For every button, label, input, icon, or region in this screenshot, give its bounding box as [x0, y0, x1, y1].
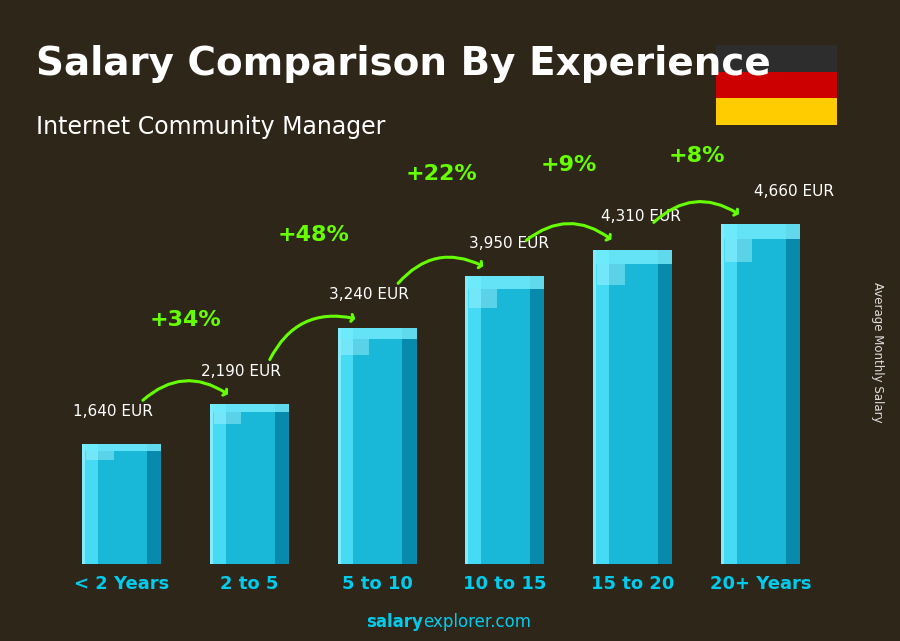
Text: Salary Comparison By Experience: Salary Comparison By Experience: [36, 45, 770, 83]
Text: 4,660 EUR: 4,660 EUR: [754, 184, 834, 199]
Bar: [210, 404, 226, 564]
Bar: [530, 276, 544, 564]
Bar: [341, 338, 369, 355]
Bar: [465, 276, 482, 564]
Bar: [465, 276, 468, 564]
Bar: [469, 289, 497, 308]
Text: 1,640 EUR: 1,640 EUR: [73, 404, 153, 419]
Text: +9%: +9%: [541, 155, 597, 175]
Bar: [82, 444, 161, 451]
Text: +34%: +34%: [149, 310, 221, 329]
Text: salary: salary: [366, 613, 423, 631]
Bar: [338, 328, 417, 338]
Text: +8%: +8%: [668, 147, 724, 167]
Bar: [716, 98, 837, 125]
Bar: [82, 444, 86, 564]
Text: 2,190 EUR: 2,190 EUR: [201, 364, 281, 379]
Bar: [593, 250, 672, 564]
Bar: [658, 250, 672, 564]
Bar: [716, 45, 837, 72]
Bar: [721, 224, 724, 564]
Text: 4,310 EUR: 4,310 EUR: [600, 210, 680, 224]
Bar: [86, 451, 113, 460]
Text: +22%: +22%: [405, 165, 477, 185]
Bar: [721, 224, 800, 239]
Bar: [786, 224, 800, 564]
Bar: [724, 239, 752, 262]
Bar: [402, 328, 417, 564]
Text: +48%: +48%: [277, 225, 349, 245]
Bar: [274, 404, 289, 564]
Text: 3,240 EUR: 3,240 EUR: [328, 287, 409, 303]
Bar: [338, 328, 341, 564]
Bar: [147, 444, 161, 564]
Bar: [338, 328, 354, 564]
Bar: [716, 72, 837, 98]
Text: Average Monthly Salary: Average Monthly Salary: [871, 282, 884, 423]
Bar: [82, 444, 161, 564]
Bar: [593, 250, 609, 564]
Bar: [82, 444, 98, 564]
Bar: [465, 276, 544, 564]
Text: 3,950 EUR: 3,950 EUR: [469, 236, 549, 251]
Bar: [721, 224, 800, 564]
Bar: [721, 224, 736, 564]
Bar: [597, 263, 625, 285]
Bar: [593, 250, 672, 263]
Bar: [213, 412, 241, 424]
Bar: [210, 404, 289, 412]
Text: Internet Community Manager: Internet Community Manager: [36, 115, 385, 139]
Text: explorer.com: explorer.com: [423, 613, 531, 631]
Bar: [465, 276, 544, 289]
Bar: [210, 404, 213, 564]
Bar: [210, 404, 289, 564]
Bar: [593, 250, 596, 564]
Bar: [338, 328, 417, 564]
